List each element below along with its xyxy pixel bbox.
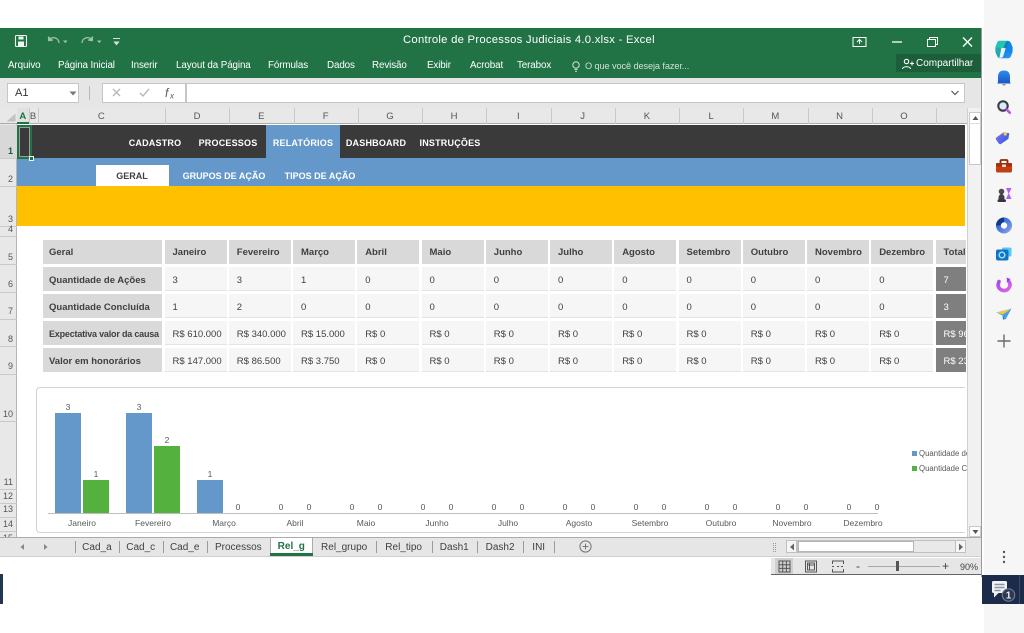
svg-text:x: x (169, 92, 175, 101)
svg-text:f: f (165, 86, 170, 100)
svg-text:1: 1 (1006, 591, 1012, 602)
